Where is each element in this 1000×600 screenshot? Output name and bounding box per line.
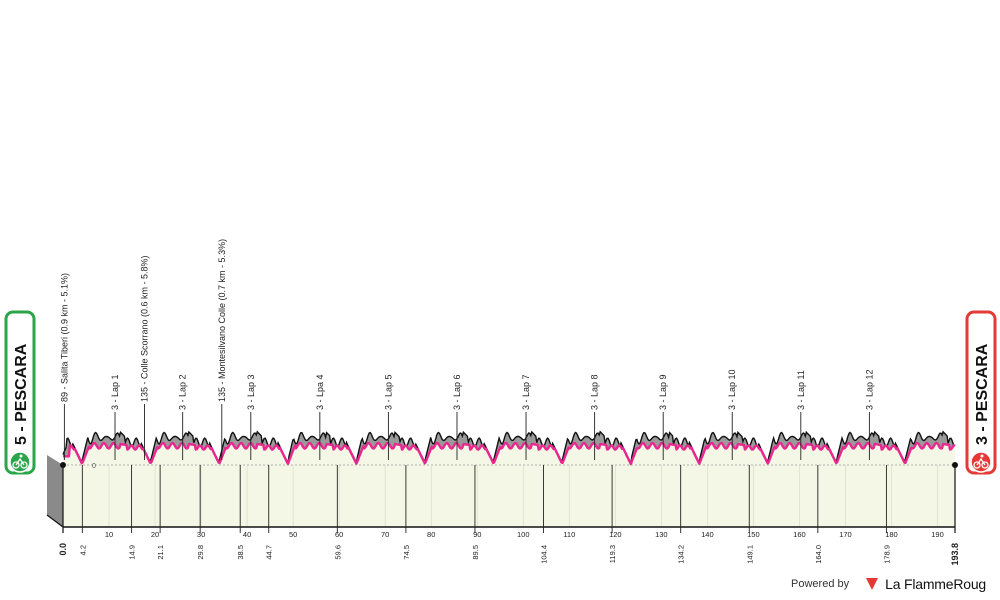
cyclist-finish-icon	[973, 454, 989, 469]
waypoint-label: 3 - Lap 11	[796, 370, 806, 410]
powered-by-label: Powered by	[791, 578, 850, 590]
waypoint-label: 3 - Lap 7	[521, 374, 531, 410]
km-marker-label: 104.4	[540, 545, 549, 564]
waypoint-label: 3 - Lap 1	[110, 374, 120, 410]
km-marker-label: 164.0	[814, 545, 823, 564]
start-frame	[15, 457, 25, 466]
ground-area	[63, 465, 955, 527]
waypoint-label: 135 - Montesilvano Colle (0.7 km - 5.3%)	[217, 239, 227, 402]
waypoint-label: 3 - Lap 8	[590, 374, 600, 410]
x-tick-label: 130	[655, 530, 668, 539]
finish-dot	[952, 462, 958, 468]
x-tick-label: 50	[289, 530, 297, 539]
x-tick-label: 90	[473, 530, 481, 539]
start-badge-label: 5 - PESCARA	[13, 343, 30, 445]
km-marker-label: 193.8	[950, 543, 960, 566]
x-tick-label: 160	[793, 530, 806, 539]
finish-badge-frame	[965, 310, 997, 475]
x-tick-label: 120	[609, 530, 622, 539]
x-tick-label: 100	[517, 530, 530, 539]
waypoint-label: 3 - Lap 3	[246, 374, 256, 410]
finish-badge: 3 - PESCARA	[965, 310, 997, 475]
km-grid-layer: 10 20 30 40 50 60 70 80 90 100 110 120 130 140 150 160 1…	[105, 465, 944, 539]
km-marker-label: 29.8	[196, 545, 205, 560]
flame-logo-icon	[866, 578, 879, 590]
start-badge: 5 - PESCARA	[4, 310, 36, 475]
waypoint-label: 3 - Lpa 4	[315, 374, 325, 410]
x-tick-label: 110	[563, 530, 575, 539]
waypoint-label: 3 - Lap 2	[178, 374, 188, 410]
start-wheel-rear	[12, 461, 20, 469]
km-marker-label: 74.5	[402, 545, 411, 560]
start-dot	[60, 462, 66, 468]
km-marker-label: 38.5	[236, 545, 245, 560]
x-tick-label: 10	[105, 530, 113, 539]
x-tick-label: 30	[197, 530, 205, 539]
km-marker-label: 21.1	[156, 545, 165, 560]
waypoint-label: 3 - Lap 6	[452, 374, 462, 410]
x-tick-label: 70	[381, 530, 389, 539]
finish-rider-head	[980, 454, 984, 458]
km-marker-label: 59.6	[333, 545, 342, 560]
waypoint-layer: 89 - Salita Tiberi (0.9 km - 5.1%) 3 - La…	[59, 239, 874, 460]
finish-frame	[976, 457, 986, 466]
route-line	[62, 441, 956, 466]
ground-layer	[47, 455, 955, 527]
finish-wheel-front	[981, 461, 989, 469]
axis-left-bevel	[46, 514, 64, 528]
waypoint-label: 135 - Colle Scorrano (0.6 km - 5.8%)	[139, 255, 149, 402]
start-wheel-front	[20, 461, 28, 469]
km-marker-label: 4.2	[78, 545, 87, 555]
start-rider-head	[19, 454, 23, 458]
profile-left-face	[47, 455, 63, 527]
finish-wheel-rear	[973, 461, 981, 469]
km-marker-label: 178.9	[882, 545, 891, 564]
cyclist-start-icon	[12, 454, 28, 469]
x-tick-label: 60	[335, 530, 343, 539]
waypoint-label: 89 - Salita Tiberi (0.9 km - 5.1%)	[59, 273, 69, 402]
axis-layer: 0.0 4.2 14.9 21.1 29.8 38.5 44.7 59.6 74.5 89.5 10…	[46, 462, 960, 566]
km-marker-label: 119.3	[608, 545, 617, 563]
baseline-label: 0	[92, 463, 96, 470]
x-tick-label: 190	[931, 530, 944, 539]
start-badge-frame	[4, 310, 36, 475]
finish-badge-icon-bg	[970, 451, 992, 473]
km-marker-label: 14.9	[128, 545, 137, 560]
km-marker-label: 0.0	[58, 543, 68, 556]
x-tick-label: 20	[151, 530, 159, 539]
finish-badge-label: 3 - PESCARA	[974, 343, 991, 445]
waypoint-label: 3 - Lap 12	[864, 369, 874, 410]
x-tick-label: 40	[243, 530, 251, 539]
waypoint-label: 3 - Lap 10	[727, 369, 737, 410]
waypoint-label: 3 - Lap 5	[383, 374, 393, 410]
waypoint-label: 3 - Lap 9	[658, 374, 668, 410]
km-marker-label: 134.2	[677, 545, 686, 564]
x-tick-label: 180	[885, 530, 898, 539]
start-badge-icon-bg	[9, 451, 31, 473]
x-tick-label: 170	[839, 530, 852, 539]
brand-name: La FlammeRoug	[885, 576, 986, 592]
x-tick-label: 80	[427, 530, 435, 539]
km-marker-label: 149.1	[745, 545, 754, 564]
x-tick-label: 140	[701, 530, 714, 539]
x-tick-label: 150	[747, 530, 760, 539]
footer: Powered by La FlammeRoug	[791, 576, 986, 592]
km-marker-label: 89.5	[471, 545, 480, 560]
km-marker-label: 44.7	[265, 545, 274, 560]
